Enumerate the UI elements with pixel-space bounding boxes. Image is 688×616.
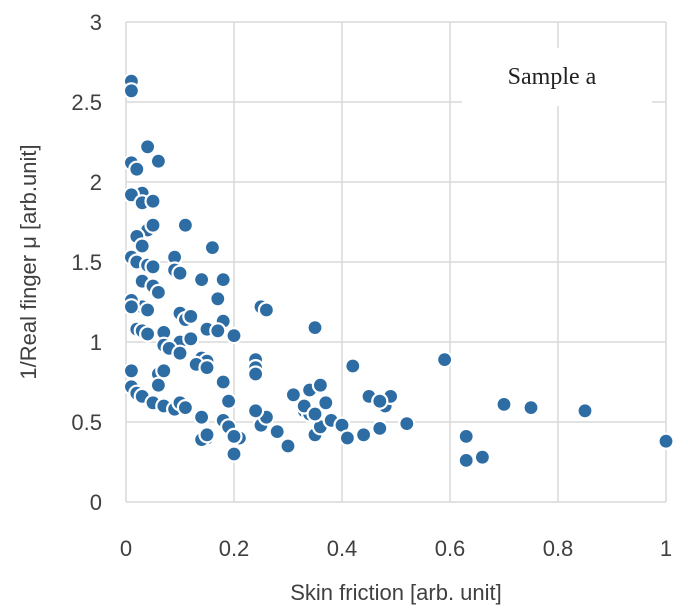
data-point [193,271,211,289]
data-point [268,423,286,441]
data-point [495,395,513,413]
data-point [182,330,200,348]
data-point [198,426,216,444]
data-point [355,426,373,444]
data-point [284,386,302,404]
data-point [176,399,194,417]
x-tick-label: 0.8 [543,536,574,561]
x-tick-label: 0.2 [219,536,250,561]
y-tick-label: 3 [90,10,102,35]
data-point [317,394,335,412]
data-point [279,437,297,455]
data-point [657,432,675,450]
data-point [144,258,162,276]
y-tick-label: 0 [90,490,102,515]
data-points [122,72,675,469]
data-point [203,239,221,257]
x-axis-title: Skin friction [arb. unit] [290,580,502,605]
annotation-box [462,48,652,106]
y-tick-labels: 0 0.5 1 1.5 2 2.5 3 [71,10,102,515]
annotation-label: Sample a [508,64,597,90]
y-axis-title: 1/Real finger μ [arb.unit] [16,144,41,379]
x-tick-label: 0.4 [327,536,358,561]
data-point [338,429,356,447]
y-tick-label: 1 [90,330,102,355]
data-point [436,351,454,369]
data-point [225,445,243,463]
data-point [220,392,238,410]
data-point [398,415,416,433]
data-point [122,298,140,316]
data-point [149,283,167,301]
data-point [576,402,594,420]
data-point [306,405,324,423]
data-point [371,419,389,437]
data-point [198,359,216,377]
data-point [144,216,162,234]
data-point [311,376,329,394]
y-tick-label: 0.5 [71,410,102,435]
data-point [247,365,265,383]
data-point [214,373,232,391]
x-tick-label: 0.6 [435,536,466,561]
data-point [133,237,151,255]
data-point [371,392,389,410]
data-point [257,301,275,319]
data-point [209,322,227,340]
y-tick-label: 2.5 [71,90,102,115]
data-point [473,448,491,466]
data-point [306,319,324,337]
data-point [122,362,140,380]
data-point [182,307,200,325]
y-tick-label: 1.5 [71,250,102,275]
data-point [139,138,157,156]
data-point [144,192,162,210]
data-point [209,290,227,308]
x-tick-labels: 0 0.2 0.4 0.6 0.8 1 [120,536,672,561]
data-point [139,301,157,319]
data-point [214,271,232,289]
data-point [149,152,167,170]
data-point [128,160,146,178]
y-tick-label: 2 [90,170,102,195]
data-point [522,399,540,417]
data-point [171,344,189,362]
data-point [457,451,475,469]
data-point [247,402,265,420]
data-point [457,427,475,445]
data-point [193,408,211,426]
x-tick-label: 1 [660,536,672,561]
data-point [149,376,167,394]
x-tick-label: 0 [120,536,132,561]
data-point [225,427,243,445]
data-point [344,357,362,375]
data-point [122,82,140,100]
data-point [225,327,243,345]
data-point [139,325,157,343]
data-point [171,264,189,282]
data-point [176,216,194,234]
data-point [155,362,173,380]
